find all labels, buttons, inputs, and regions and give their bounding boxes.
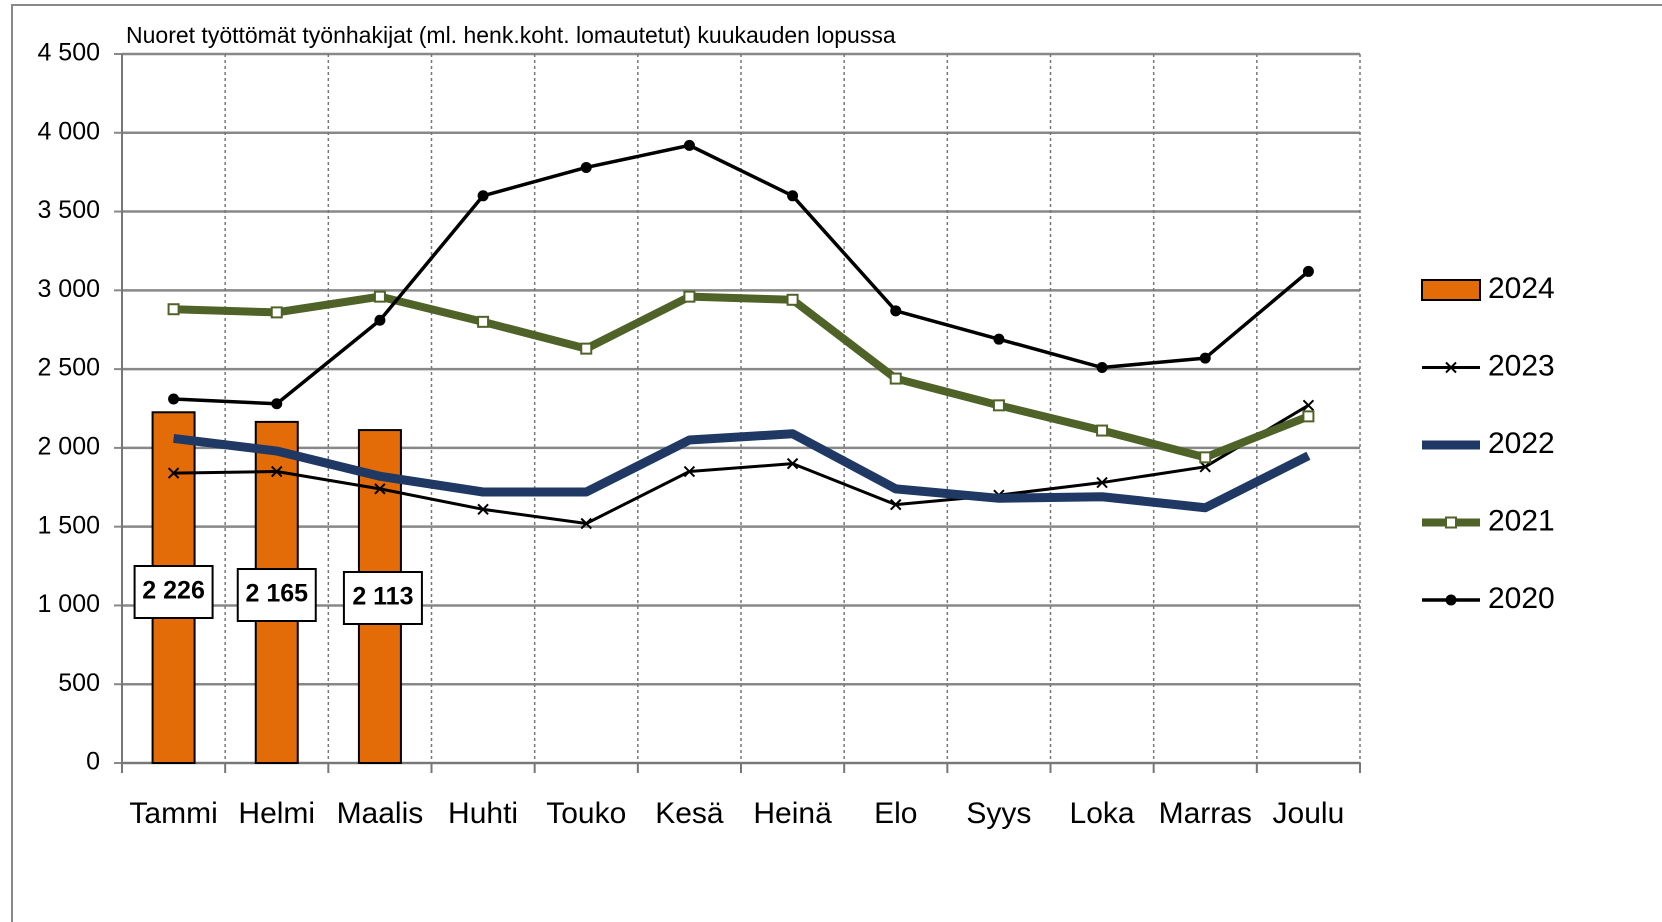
marker: [1096, 424, 1109, 437]
marker: [1199, 352, 1211, 364]
legend-label: 2021: [1488, 504, 1555, 537]
marker: [374, 483, 386, 495]
legend-marker: [1445, 361, 1457, 374]
marker: [1199, 461, 1211, 473]
legend-marker: [1445, 594, 1457, 606]
x-tick-label: Maalis: [337, 797, 424, 830]
marker: [890, 305, 902, 317]
marker: [1096, 362, 1108, 374]
marker: [374, 314, 386, 326]
marker: [271, 398, 283, 410]
marker: [1302, 399, 1315, 412]
marker: [890, 498, 902, 511]
legend-swatch: [1421, 279, 1481, 301]
y-tick-label: 3 500: [37, 196, 100, 224]
y-tick-label: 1 500: [37, 511, 100, 539]
data-label: 2 226: [142, 577, 205, 605]
y-tick-label: 4 000: [37, 117, 100, 145]
y-tick-label: 2 000: [37, 432, 100, 460]
data-label: 2 113: [352, 583, 413, 611]
x-tick-label: Elo: [874, 797, 917, 830]
series-line: [173, 429, 1311, 513]
marker: [477, 190, 489, 202]
marker: [477, 503, 489, 516]
marker: [580, 161, 592, 173]
data-label: 2 165: [245, 580, 308, 608]
marker: [786, 457, 799, 470]
x-tick-label: Heinä: [753, 797, 832, 830]
series-line: [173, 143, 1310, 406]
marker: [889, 372, 902, 385]
marker: [168, 393, 180, 405]
y-tick-label: 0: [86, 748, 100, 776]
series-line: [173, 292, 1310, 462]
x-tick-label: Helmi: [238, 797, 315, 830]
legend-marker: [1445, 516, 1457, 529]
marker: [1199, 451, 1212, 464]
y-tick-label: 500: [58, 669, 100, 697]
marker: [992, 399, 1005, 412]
legend-label: 2024: [1488, 272, 1555, 305]
series-line: [173, 404, 1310, 526]
legend-label: 2020: [1488, 582, 1555, 615]
data-label-box: [342, 571, 423, 625]
x-tick-label: Tammi: [129, 797, 217, 830]
y-tick-label: 2 500: [37, 354, 100, 382]
x-tick-label: Syys: [966, 797, 1031, 830]
legend-label: 2022: [1488, 427, 1555, 460]
x-tick-label: Joulu: [1273, 797, 1345, 830]
legend-label: 2023: [1488, 349, 1555, 382]
y-tick-label: 4 500: [37, 39, 100, 67]
marker: [786, 293, 799, 306]
x-tick-label: Kesä: [655, 797, 724, 830]
marker: [580, 517, 592, 530]
x-tick-label: Touko: [546, 797, 626, 830]
marker: [167, 467, 180, 479]
marker: [683, 139, 695, 151]
marker: [167, 303, 180, 316]
chart-frame: [11, 4, 1662, 922]
marker: [373, 290, 386, 303]
marker: [1096, 476, 1108, 489]
marker: [477, 315, 490, 328]
marker: [683, 290, 696, 303]
marker: [271, 465, 283, 478]
marker: [993, 333, 1005, 345]
x-tick-label: Marras: [1159, 797, 1252, 830]
marker: [787, 190, 799, 202]
data-label-box: [236, 568, 317, 622]
marker: [1302, 265, 1314, 277]
marker: [580, 342, 593, 355]
y-tick-label: 3 000: [37, 275, 100, 303]
x-tick-label: Huhti: [448, 797, 518, 830]
chart-title: Nuoret työttömät työnhakijat (ml. henk.k…: [126, 22, 896, 48]
x-tick-label: Loka: [1070, 797, 1135, 830]
marker: [270, 306, 283, 319]
y-tick-label: 1 000: [37, 590, 100, 618]
marker: [683, 465, 696, 478]
marker: [1302, 410, 1315, 423]
data-label-box: [133, 565, 214, 619]
